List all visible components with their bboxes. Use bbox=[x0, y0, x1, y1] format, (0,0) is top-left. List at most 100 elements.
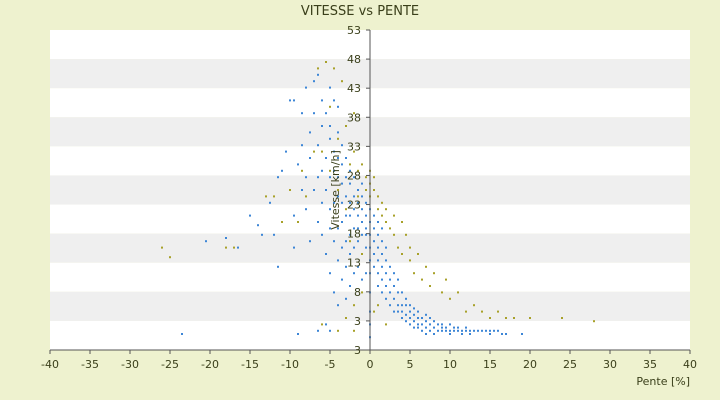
y-tick-label: 28 bbox=[347, 169, 361, 182]
data-point bbox=[373, 310, 375, 313]
data-point bbox=[489, 329, 491, 332]
data-point bbox=[325, 61, 327, 63]
data-point bbox=[409, 317, 411, 319]
data-point bbox=[353, 304, 355, 307]
data-point bbox=[397, 304, 399, 307]
data-point bbox=[305, 195, 307, 198]
data-point bbox=[373, 189, 375, 191]
data-point bbox=[341, 144, 343, 147]
data-point bbox=[337, 105, 339, 108]
data-point bbox=[385, 246, 387, 249]
data-point bbox=[365, 233, 367, 236]
data-point bbox=[417, 317, 419, 319]
data-point bbox=[365, 201, 367, 204]
data-point bbox=[389, 291, 391, 294]
chart-title: VITESSE vs PENTE bbox=[301, 4, 419, 19]
data-point bbox=[413, 313, 415, 316]
data-point bbox=[457, 291, 459, 294]
data-point bbox=[329, 86, 331, 89]
data-point bbox=[441, 326, 443, 329]
data-point bbox=[321, 169, 323, 172]
data-point bbox=[513, 317, 515, 319]
data-point bbox=[385, 323, 387, 326]
data-point bbox=[341, 201, 343, 204]
data-point bbox=[409, 259, 411, 262]
data-point bbox=[309, 131, 311, 134]
data-point bbox=[381, 291, 383, 294]
x-tick-label: -30 bbox=[121, 358, 139, 371]
data-point bbox=[281, 221, 283, 223]
data-point bbox=[321, 125, 323, 127]
x-tick-label: -35 bbox=[81, 358, 99, 371]
data-point bbox=[397, 291, 399, 294]
data-point bbox=[353, 195, 355, 198]
data-point bbox=[365, 189, 367, 191]
data-point bbox=[365, 227, 367, 230]
data-point bbox=[313, 80, 315, 83]
data-point bbox=[365, 214, 367, 217]
data-point bbox=[425, 333, 427, 335]
data-point bbox=[293, 214, 295, 217]
data-point bbox=[337, 157, 339, 159]
data-point bbox=[281, 169, 283, 172]
data-point bbox=[333, 240, 335, 243]
data-point bbox=[205, 240, 207, 243]
y-tick-label: 38 bbox=[347, 111, 361, 124]
data-point bbox=[321, 233, 323, 236]
data-point bbox=[353, 176, 355, 179]
x-tick-label: 0 bbox=[367, 358, 374, 371]
data-point bbox=[497, 329, 499, 332]
data-point bbox=[409, 246, 411, 249]
data-point bbox=[273, 195, 275, 198]
data-point bbox=[425, 326, 427, 329]
data-point bbox=[377, 221, 379, 223]
data-point bbox=[377, 246, 379, 249]
data-point bbox=[381, 253, 383, 255]
data-point bbox=[349, 233, 351, 236]
data-point bbox=[305, 208, 307, 211]
data-point bbox=[393, 285, 395, 287]
data-point bbox=[297, 163, 299, 166]
data-point bbox=[317, 221, 319, 223]
data-point bbox=[313, 150, 315, 153]
data-point bbox=[317, 73, 319, 76]
y-tick-label: 53 bbox=[347, 24, 361, 37]
data-point bbox=[429, 317, 431, 319]
data-point bbox=[465, 326, 467, 329]
data-point bbox=[401, 317, 403, 319]
data-point bbox=[361, 278, 363, 281]
data-point bbox=[377, 285, 379, 287]
data-point bbox=[349, 182, 351, 185]
data-point bbox=[409, 310, 411, 313]
data-point bbox=[329, 272, 331, 275]
data-point bbox=[361, 291, 363, 294]
data-point bbox=[337, 329, 339, 332]
data-point bbox=[421, 329, 423, 332]
data-point bbox=[505, 333, 507, 335]
tick-labels: -40 -35 -30 -25 -20 -15 -10 -5 0 5 10 15 20 25 30 35 40 3… bbox=[41, 24, 697, 371]
data-point bbox=[341, 163, 343, 166]
data-point bbox=[353, 208, 355, 211]
data-point bbox=[389, 265, 391, 268]
data-point bbox=[301, 112, 303, 115]
data-point bbox=[425, 313, 427, 316]
data-point bbox=[305, 86, 307, 89]
data-point bbox=[269, 201, 271, 204]
data-point bbox=[297, 333, 299, 335]
data-point bbox=[301, 169, 303, 172]
y-tick-label: 3 bbox=[354, 344, 361, 357]
y-tick-label: 43 bbox=[347, 82, 361, 95]
data-point bbox=[357, 240, 359, 243]
x-tick-label: -10 bbox=[281, 358, 299, 371]
data-point bbox=[225, 237, 227, 239]
data-point bbox=[433, 320, 435, 323]
data-point bbox=[337, 137, 339, 140]
data-point bbox=[373, 240, 375, 243]
data-point bbox=[289, 99, 291, 102]
data-point bbox=[437, 323, 439, 326]
data-point bbox=[373, 176, 375, 179]
x-tick-label: -20 bbox=[201, 358, 219, 371]
data-point bbox=[349, 253, 351, 255]
data-point bbox=[561, 317, 563, 319]
